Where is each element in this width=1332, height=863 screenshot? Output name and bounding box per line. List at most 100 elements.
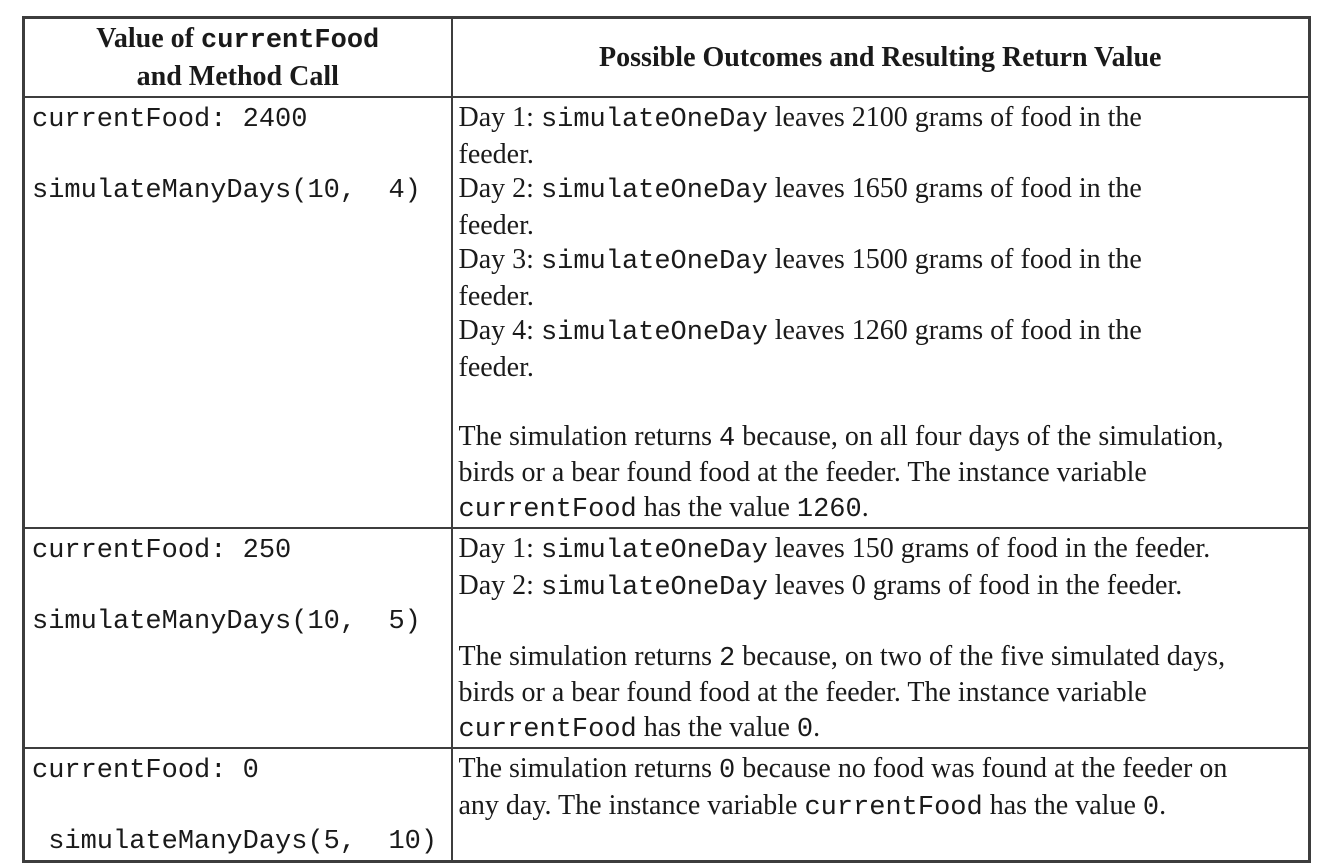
code-text: simulateManyDays(10, 4)	[32, 176, 421, 206]
table-row-currentfood-250: currentFood: 250 simulateManyDays(10, 5)…	[22, 527, 1311, 749]
table-row-currentfood-0: currentFood: 0 simulateManyDays(5, 10) T…	[22, 747, 1311, 862]
cell-outcome-1: Day 1: simulateOneDay leaves 2100 grams …	[450, 96, 1311, 529]
text-line: Value of currentFood	[29, 21, 447, 59]
text-line: Day 1: simulateOneDay leaves 150 grams o…	[459, 532, 1303, 569]
table-row-currentfood-2400: currentFood: 2400 simulateManyDays(10, 4…	[22, 96, 1311, 529]
body-text: because, on two of the five simulated da…	[735, 640, 1226, 672]
text-line	[32, 569, 447, 604]
text-line: Possible Outcomes and Resulting Return V…	[457, 40, 1305, 75]
body-text: feeder.	[458, 351, 534, 383]
text-line: simulateManyDays(5, 10)	[32, 823, 447, 859]
body-text: Value of	[96, 23, 202, 54]
outcomes-table: Value of currentFood and Method Call Poss…	[22, 16, 1311, 863]
body-text: The simulation returns	[458, 753, 720, 784]
text-line: currentFood: 250	[32, 532, 447, 569]
cell-method-call-2: currentFood: 250 simulateManyDays(10, 5)	[22, 527, 453, 749]
text-line: currentFood: 0	[32, 752, 447, 789]
body-text: .	[813, 711, 821, 743]
text-line: currentFood has the value 0.	[458, 711, 1303, 747]
header-cell-possible-outcomes: Possible Outcomes and Resulting Return V…	[450, 16, 1311, 98]
body-text: feeder.	[458, 209, 534, 241]
code-text: 2	[719, 643, 736, 674]
text-line: feeder.	[459, 209, 1303, 244]
body-text: leaves 0 grams of food in the feeder.	[767, 569, 1183, 601]
body-text: The simulation returns	[458, 640, 720, 672]
code-text: simulateOneDay	[540, 318, 768, 348]
code-text: simulateOneDay	[540, 105, 768, 135]
code-text: 1260	[796, 494, 862, 525]
body-text: has the value	[636, 491, 797, 523]
text-line: simulateManyDays(10, 5)	[32, 603, 447, 640]
text-line: Day 4: simulateOneDay leaves 1260 grams …	[459, 314, 1303, 351]
body-text: Day 3:	[458, 244, 541, 275]
body-text: has the value	[636, 711, 797, 743]
cell-method-call-1: currentFood: 2400 simulateManyDays(10, 4…	[22, 96, 453, 529]
text-line: birds or a bear found food at the feeder…	[459, 676, 1303, 711]
code-text: 4	[719, 423, 736, 454]
body-text: Day 1:	[458, 533, 541, 564]
code-text: currentFood	[458, 494, 637, 525]
code-text: simulateOneDay	[540, 572, 768, 603]
body-text: any day. The instance variable	[458, 789, 805, 821]
code-text: simulateManyDays(10, 5)	[32, 607, 421, 637]
header-cell-value-and-method-call: Value of currentFood and Method Call	[22, 16, 453, 98]
body-text: Day 2:	[458, 569, 541, 601]
code-text: simulateOneDay	[540, 536, 768, 566]
table-header-row: Value of currentFood and Method Call Poss…	[22, 16, 1311, 98]
body-text: Day 2:	[458, 173, 541, 204]
text-line: simulateManyDays(10, 4)	[32, 172, 447, 209]
text-line: Day 1: simulateOneDay leaves 2100 grams …	[459, 101, 1303, 138]
code-text: 0	[1142, 792, 1160, 823]
text-line	[459, 385, 1303, 420]
code-text: 0	[719, 756, 736, 786]
text-line: Day 3: simulateOneDay leaves 1500 grams …	[459, 243, 1303, 280]
code-text: currentFood	[458, 714, 637, 745]
text-line: feeder.	[459, 138, 1303, 173]
code-text: currentFood: 2400	[32, 105, 308, 135]
text-line	[459, 605, 1303, 640]
text-line: Day 2: simulateOneDay leaves 0 grams of …	[459, 569, 1303, 606]
body-text: birds or a bear found food at the feeder…	[458, 677, 1147, 708]
cell-outcome-2: Day 1: simulateOneDay leaves 150 grams o…	[450, 527, 1311, 749]
body-text: leaves 150 grams of food in the feeder.	[767, 533, 1211, 564]
body-text: Day 4:	[458, 315, 541, 346]
text-line: Day 2: simulateOneDay leaves 1650 grams …	[459, 172, 1303, 209]
code-text: simulateOneDay	[540, 247, 768, 277]
text-line: birds or a bear found food at the feeder…	[459, 456, 1303, 491]
text-line	[32, 789, 447, 824]
body-text: feeder.	[458, 138, 534, 170]
body-text: The simulation returns	[458, 420, 720, 452]
body-text: Day 1:	[458, 102, 541, 133]
body-text: because no food was found at the feeder …	[735, 753, 1228, 784]
body-text: leaves 1500 grams of food in the	[767, 244, 1142, 275]
text-line: feeder.	[459, 351, 1303, 386]
code-text: simulateOneDay	[540, 176, 768, 206]
text-line	[32, 138, 447, 173]
body-text: .	[1159, 789, 1167, 821]
body-text: leaves 1260 grams of food in the	[767, 315, 1142, 346]
text-line: feeder.	[459, 280, 1303, 315]
text-line: The simulation returns 2 because, on two…	[459, 640, 1303, 677]
body-text: birds or a bear found food at the feeder…	[458, 457, 1147, 488]
text-line: currentFood has the value 1260.	[458, 491, 1303, 527]
body-text: leaves 1650 grams of food in the	[767, 173, 1142, 204]
text-line: any day. The instance variable currentFo…	[459, 789, 1303, 826]
body-text: .	[861, 491, 869, 523]
text-line: currentFood: 2400	[32, 101, 447, 138]
body-text: has the value	[982, 789, 1143, 821]
code-text: currentFood: 250	[32, 536, 292, 566]
body-text: Possible Outcomes and Resulting Return V…	[599, 42, 1162, 73]
cell-outcome-3: The simulation returns 0 because no food…	[450, 747, 1311, 862]
body-text: leaves 2100 grams of food in the	[767, 102, 1142, 133]
cell-method-call-3: currentFood: 0 simulateManyDays(5, 10)	[22, 747, 453, 862]
code-text: currentFood	[804, 792, 983, 823]
text-line: and Method Call	[29, 59, 447, 94]
code-text: currentFood: 0	[32, 756, 259, 786]
text-line: The simulation returns 4 because, on all…	[459, 420, 1303, 457]
text-line: The simulation returns 0 because no food…	[459, 752, 1303, 789]
body-text: and Method Call	[136, 61, 339, 92]
body-text: because, on all four days of the simulat…	[735, 420, 1224, 452]
code-text: 0	[796, 714, 814, 745]
body-text: feeder.	[458, 280, 534, 312]
code-text: currentFood	[201, 26, 380, 56]
